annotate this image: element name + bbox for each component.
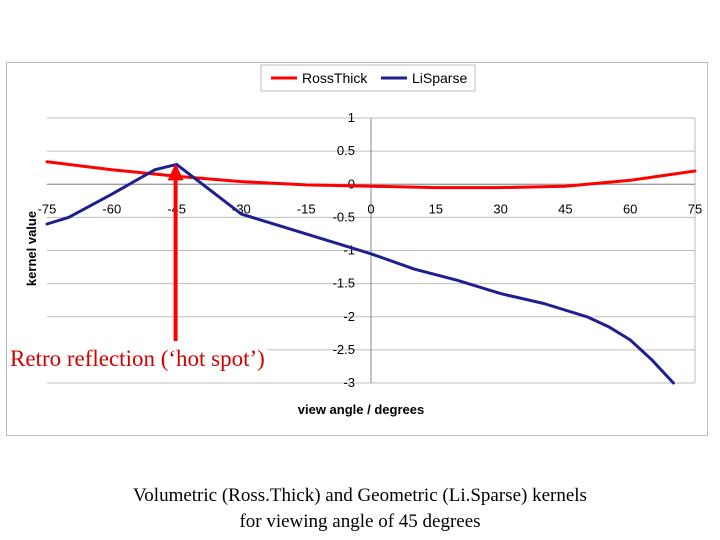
y-tick-label: -2 [343,309,355,324]
series-line-lisparse [45,162,675,385]
y-tick-label: -1 [343,243,355,258]
caption-line-1: Volumetric (Ross.Thick) and Geometric (L… [133,485,587,506]
x-tick-label: -75 [38,201,57,216]
y-tick-label: 1 [348,110,355,125]
x-tick-label: 15 [429,201,443,216]
x-tick-label: -15 [297,201,316,216]
y-tick-label: -2.5 [333,342,355,357]
x-axis-title: view angle / degrees [298,402,424,417]
series-line-rossthick [45,160,697,190]
x-tick-label: -30 [232,201,251,216]
y-tick-label: 0.5 [337,143,355,158]
y-tick-label: -1.5 [333,276,355,291]
legend-label-rossthick: RossThick [302,70,368,86]
y-tick-label: -3 [343,375,355,390]
y-axis-title: kernel value [24,211,39,286]
x-tick-label: 75 [688,201,702,216]
chart-container: 10.50-0.5-1-1.5-2-2.5-3-75-60-45-30-1501… [6,62,708,436]
x-tick-label: 60 [623,201,637,216]
x-tick-label: 0 [367,201,374,216]
y-tick-label: 0 [348,176,355,191]
annotation-arrow-head [167,163,184,181]
x-tick-label: -60 [102,201,121,216]
x-tick-label: 45 [558,201,572,216]
x-tick-label: 30 [493,201,507,216]
figure-caption: Volumetric (Ross.Thick) and Geometric (L… [0,483,720,535]
hot-spot-annotation: Retro reflection (‘hot spot’) [8,346,267,372]
caption-line-2: for viewing angle of 45 degrees [239,511,481,532]
legend-label-lisparse: LiSparse [412,70,467,86]
y-tick-label: -0.5 [333,209,355,224]
line-chart: 10.50-0.5-1-1.5-2-2.5-3-75-60-45-30-1501… [24,64,702,417]
